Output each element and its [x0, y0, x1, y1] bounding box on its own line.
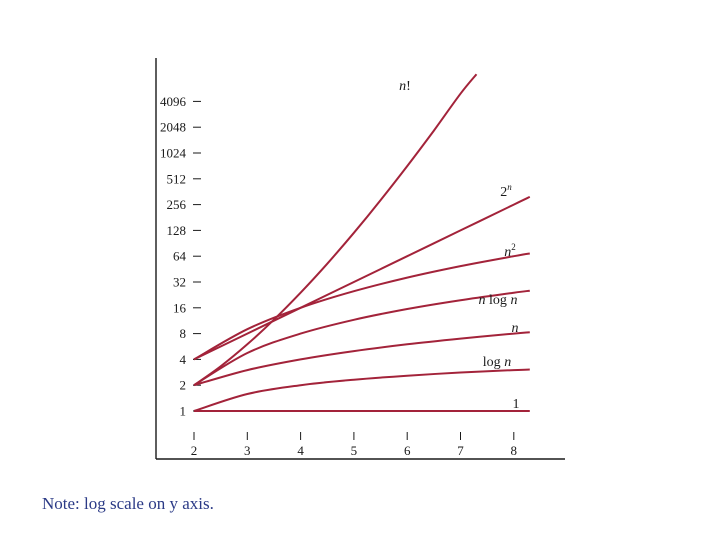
x-tick-label: 3 — [244, 443, 251, 458]
chart-frame — [155, 58, 565, 460]
series-label: 2n — [500, 182, 512, 200]
series-labels: 1 log n n n log n n2 2n n! — [399, 79, 519, 412]
y-tick-label: 2048 — [160, 120, 186, 135]
series-label: n! — [399, 79, 411, 94]
series-label: 1 — [513, 397, 520, 412]
y-axis-ticks: 1 2 4 8 16 32 64 128 256 512 1024 2048 4096 — [160, 94, 201, 419]
x-tick-label: 7 — [457, 443, 464, 458]
x-tick-label: 6 — [404, 443, 411, 458]
y-tick-label: 32 — [173, 275, 186, 290]
x-tick-label: 2 — [191, 443, 198, 458]
y-tick-label: 128 — [167, 223, 187, 238]
series-line-n — [193, 331, 530, 387]
series-line-n-log-n — [193, 289, 530, 387]
y-tick-label: 1 — [180, 404, 187, 419]
y-tick-label: 4 — [180, 352, 187, 367]
x-tick-label: 4 — [297, 443, 304, 458]
series-line-n — [193, 73, 478, 387]
series-label: log n — [483, 355, 511, 370]
y-tick-label: 4096 — [160, 94, 187, 109]
series-curves — [193, 73, 531, 413]
y-tick-label: 256 — [167, 197, 187, 212]
series-label: n log n — [479, 293, 518, 308]
series-line-n — [193, 252, 530, 361]
y-tick-label: 64 — [173, 249, 187, 264]
series-line-2 — [193, 195, 531, 361]
y-tick-label: 512 — [167, 171, 187, 186]
x-axis-ticks: 2 3 4 5 6 7 8 — [191, 432, 517, 458]
y-tick-label: 1024 — [160, 146, 187, 161]
y-tick-label: 2 — [180, 378, 187, 393]
y-tick-label: 8 — [180, 326, 187, 341]
x-tick-label: 5 — [351, 443, 358, 458]
x-tick-label: 8 — [511, 443, 518, 458]
series-label: n — [512, 321, 519, 336]
y-tick-label: 16 — [173, 300, 187, 315]
series-label: n2 — [504, 242, 516, 260]
series-line-log-n — [193, 368, 530, 412]
log-scale-note: Note: log scale on y axis. — [42, 494, 214, 513]
